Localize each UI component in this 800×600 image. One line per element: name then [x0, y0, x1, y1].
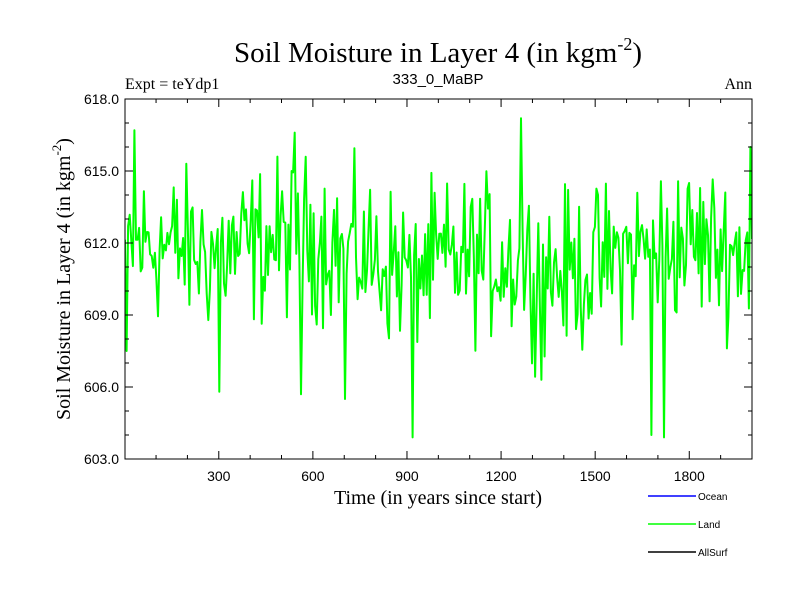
y-tick-label: 618.0 [84, 91, 119, 107]
legend-label: Ocean [698, 492, 727, 503]
x-tick-label: 300 [207, 468, 231, 484]
y-tick-label: 612.0 [84, 235, 119, 251]
series-line-land [125, 117, 752, 439]
x-tick-label: 900 [395, 468, 419, 484]
x-tick-label: 1800 [674, 468, 705, 484]
legend-label: AllSurf [698, 548, 728, 559]
y-tick-label: 606.0 [84, 379, 119, 395]
series-group [125, 117, 752, 439]
y-axis-ticks: 603.0 606.0 609.0 612.0 615.0 618.0 [84, 91, 752, 467]
y-tick-label: 615.0 [84, 163, 119, 179]
subtitle-left: Expt = teYdp1 [125, 76, 219, 93]
x-axis-ticks: 300 600 900 1200 1500 1800 [155, 99, 722, 484]
legend-label: Land [698, 520, 720, 531]
legend: Ocean Land AllSurf [648, 492, 728, 559]
chart-title: Soil Moisture in Layer 4 (in kgm-2) [234, 34, 642, 69]
x-tick-label: 1500 [580, 468, 611, 484]
subtitle-right: Ann [724, 76, 752, 93]
y-tick-label: 603.0 [84, 451, 119, 467]
y-axis-label: Soil Moisture in Layer 4 (in kgm-2) [49, 138, 75, 420]
x-tick-label: 1200 [485, 468, 516, 484]
subtitle-center: 333_0_MaBP [393, 71, 484, 88]
x-axis-label: Time (in years since start) [334, 487, 542, 509]
y-tick-label: 609.0 [84, 307, 119, 323]
x-tick-label: 600 [301, 468, 325, 484]
